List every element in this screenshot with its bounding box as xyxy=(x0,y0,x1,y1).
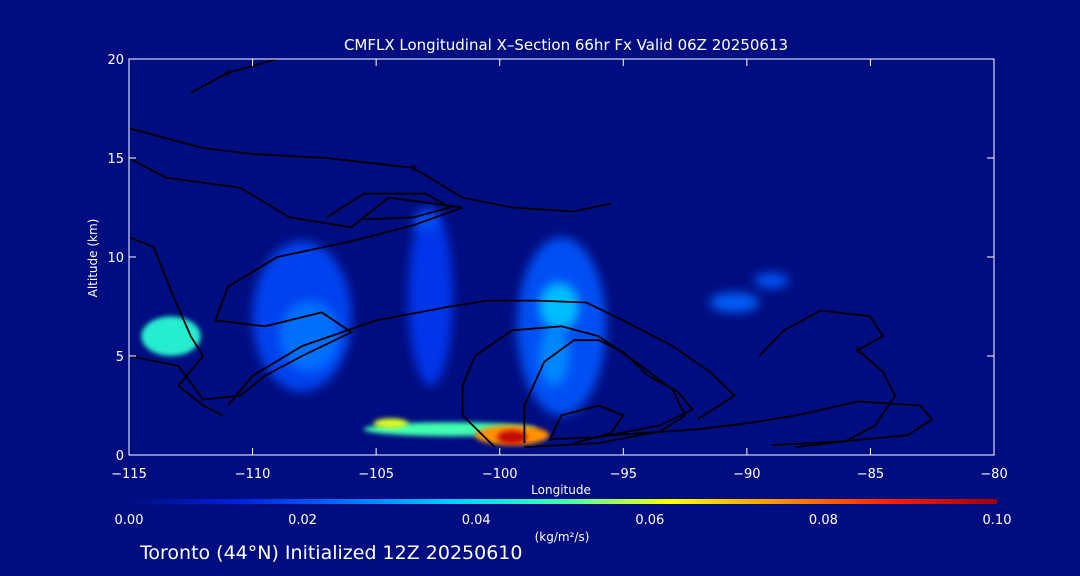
contour-line xyxy=(227,299,736,421)
y-tick-label: 5 xyxy=(116,350,124,365)
colorbar-ticks: 0.00 0.02 0.04 0.06 0.08 0.10 xyxy=(115,513,1012,528)
y-axis: 0 5 10 15 20 xyxy=(107,53,994,464)
x-tick-label: −80 xyxy=(980,467,1007,482)
contour-line xyxy=(523,339,694,444)
x-tick-label: −110 xyxy=(235,467,271,482)
contour-line xyxy=(610,400,934,446)
y-axis-label: Altitude (km) xyxy=(86,219,100,298)
colorbar-tick-label: 0.10 xyxy=(983,513,1012,528)
x-axis-label: Longitude xyxy=(531,483,591,497)
contour-line xyxy=(548,404,625,444)
contour-line xyxy=(190,59,278,94)
y-tick-label: 0 xyxy=(116,449,124,464)
flux-region xyxy=(539,326,569,386)
colorbar-tick-label: 0.08 xyxy=(809,513,838,528)
y-tick-label: 15 xyxy=(107,152,124,167)
contour-label: 0 xyxy=(855,346,861,356)
contour-label: 0 xyxy=(410,164,416,174)
colorbar-tick-label: 0.02 xyxy=(288,513,317,528)
flux-region xyxy=(497,430,527,445)
flux-region xyxy=(539,282,579,331)
contour-label: 0 xyxy=(225,69,231,79)
contour-line xyxy=(129,236,224,417)
chart-title: CMFLX Longitudinal X–Section 66hr Fx Val… xyxy=(344,36,788,54)
x-tick-label: −115 xyxy=(111,467,147,482)
y-tick-label: 10 xyxy=(107,251,124,266)
x-tick-label: −85 xyxy=(857,467,884,482)
colorbar-tick-label: 0.04 xyxy=(462,513,491,528)
contour-line xyxy=(129,127,612,213)
x-tick-label: −100 xyxy=(482,467,518,482)
flux-region xyxy=(373,418,409,429)
x-tick-label: −90 xyxy=(733,467,760,482)
x-tick-label: −95 xyxy=(610,467,637,482)
colorbar-label: (kg/m²/s) xyxy=(535,530,590,544)
contour-line xyxy=(326,192,453,221)
colorbar-tick-label: 0.00 xyxy=(115,513,144,528)
flux-region xyxy=(754,272,789,289)
flux-region xyxy=(709,292,760,313)
contour-layer: 0 0 0 xyxy=(129,59,934,448)
contour-line xyxy=(758,309,897,448)
contour-line xyxy=(129,157,463,401)
flux-region xyxy=(408,207,453,386)
x-axis: −115 −110 −105 −100 −95 −90 −85 −80 xyxy=(111,59,1008,482)
colorbar xyxy=(129,499,997,504)
x-tick-label: −105 xyxy=(358,467,394,482)
y-tick-label: 20 xyxy=(107,53,124,68)
colorbar-tick-label: 0.06 xyxy=(635,513,664,528)
footer-caption: Toronto (44°N) Initialized 12Z 20250610 xyxy=(140,542,523,564)
